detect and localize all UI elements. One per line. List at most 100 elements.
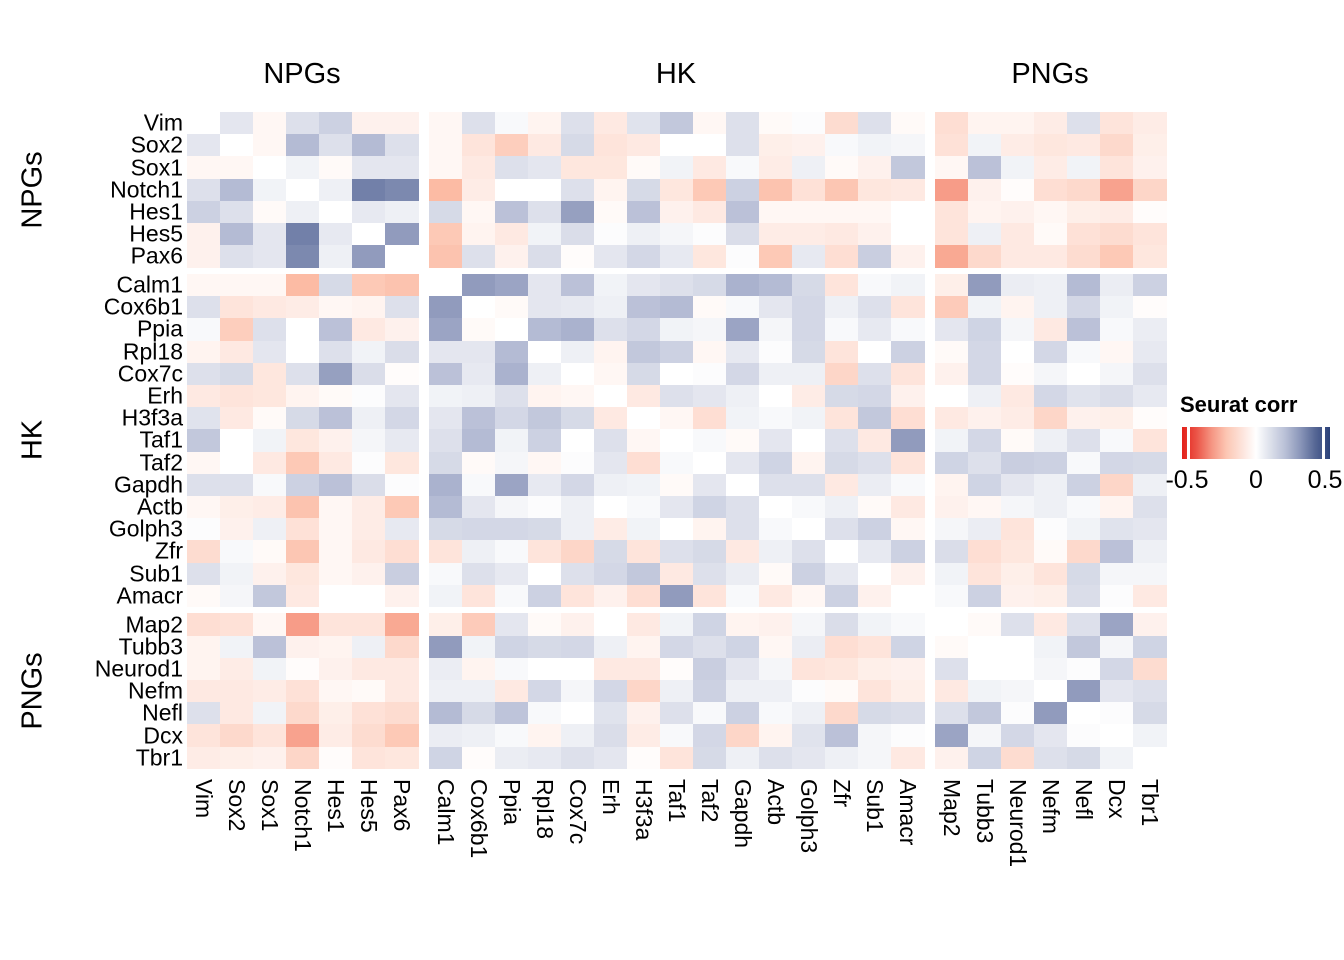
heatmap-cell <box>352 584 386 608</box>
heatmap-cell <box>1133 273 1167 297</box>
heatmap-cell <box>935 657 969 681</box>
heatmap-cell <box>1133 562 1167 586</box>
heatmap-cell <box>495 657 529 681</box>
heatmap-cell <box>385 156 419 180</box>
heatmap-cell <box>462 362 496 386</box>
heatmap-cell <box>462 518 496 541</box>
heatmap-cell <box>1067 657 1101 681</box>
heatmap-cell <box>1001 540 1035 563</box>
heatmap-cell <box>792 296 826 319</box>
heatmap-cell <box>319 223 353 246</box>
heatmap-cell <box>1133 134 1167 157</box>
heatmap-cell <box>220 273 254 297</box>
heatmap-cell <box>253 296 287 319</box>
heatmap-cell <box>627 495 661 519</box>
heatmap-cell <box>385 613 419 637</box>
heatmap-cell <box>627 407 661 430</box>
heatmap-cell <box>726 384 760 408</box>
heatmap-cell <box>429 407 463 430</box>
heatmap-cell <box>759 613 793 637</box>
heatmap-cell <box>286 518 320 541</box>
heatmap-cell <box>220 296 254 319</box>
heatmap-cell <box>495 584 529 608</box>
heatmap-cell <box>253 245 287 268</box>
heatmap-cell <box>594 156 628 180</box>
heatmap-cell <box>693 702 727 725</box>
heatmap-cell <box>1067 495 1101 519</box>
heatmap-cell <box>726 362 760 386</box>
heatmap-cell <box>561 134 595 157</box>
heatmap-cell <box>759 540 793 563</box>
heatmap-cell <box>462 451 496 475</box>
row-label-rpl18: Rpl18 <box>122 338 183 365</box>
heatmap-cell <box>891 273 925 297</box>
heatmap-cell <box>286 223 320 246</box>
heatmap-cell <box>528 134 562 157</box>
heatmap-cell <box>858 200 892 224</box>
heatmap-cell <box>1001 340 1035 364</box>
heatmap-cell <box>385 584 419 608</box>
heatmap-cell <box>726 156 760 180</box>
heatmap-cell <box>1001 362 1035 386</box>
row-label-calm1: Calm1 <box>116 271 183 298</box>
heatmap-cell <box>462 273 496 297</box>
heatmap-cell <box>1133 657 1167 681</box>
heatmap-cell <box>891 340 925 364</box>
heatmap-cell <box>1034 724 1068 748</box>
heatmap-cell <box>792 156 826 180</box>
heatmap-cell <box>627 200 661 224</box>
heatmap-cell <box>968 156 1002 180</box>
heatmap-cell <box>385 495 419 519</box>
heatmap-cell <box>660 112 694 135</box>
heatmap-cell <box>627 245 661 268</box>
legend-tick-high <box>1322 427 1325 459</box>
col-group-header-hk: HK <box>655 58 697 90</box>
heatmap-cell <box>462 112 496 135</box>
heatmap-cell <box>253 495 287 519</box>
heatmap-cell <box>759 657 793 681</box>
heatmap-cell <box>385 680 419 703</box>
heatmap-cell <box>825 340 859 364</box>
heatmap-cell <box>891 746 925 770</box>
col-label-pax6: Pax6 <box>389 779 415 832</box>
heatmap-cell <box>891 296 925 319</box>
heatmap-cell <box>1133 495 1167 519</box>
heatmap-cell <box>429 296 463 319</box>
heatmap-cell <box>385 473 419 497</box>
legend-label-high: 0.5 <box>1307 466 1343 494</box>
heatmap-cell <box>968 178 1002 202</box>
heatmap-cell <box>759 473 793 497</box>
heatmap-cell <box>1001 613 1035 637</box>
heatmap-cell <box>286 746 320 770</box>
heatmap-cell <box>561 273 595 297</box>
heatmap-cell <box>1067 178 1101 202</box>
heatmap-cell <box>891 112 925 135</box>
col-label-sub1: Sub1 <box>862 779 888 833</box>
heatmap-cell <box>858 451 892 475</box>
heatmap-cell <box>693 473 727 497</box>
heatmap-cell <box>528 200 562 224</box>
heatmap-cell <box>627 584 661 608</box>
heatmap-cell <box>935 245 969 268</box>
row-label-ppia: Ppia <box>136 315 183 342</box>
heatmap-cell <box>220 473 254 497</box>
heatmap-cell <box>660 407 694 430</box>
heatmap-cell <box>627 429 661 452</box>
col-label-golph3: Golph3 <box>796 779 822 854</box>
heatmap-cell <box>759 724 793 748</box>
heatmap-cell <box>1001 702 1035 725</box>
heatmap-cell <box>693 584 727 608</box>
heatmap-cell <box>253 635 287 659</box>
heatmap-cell <box>1001 584 1035 608</box>
row-label-gapdh: Gapdh <box>113 471 183 498</box>
heatmap-cell <box>968 584 1002 608</box>
heatmap-cell <box>253 613 287 637</box>
heatmap-cell <box>220 584 254 608</box>
heatmap-cell <box>792 245 826 268</box>
heatmap-cell <box>726 451 760 475</box>
heatmap-cell <box>352 223 386 246</box>
row-label-hes5: Hes5 <box>129 220 183 247</box>
heatmap-cell <box>935 134 969 157</box>
heatmap-cell <box>187 746 221 770</box>
col-label-ppia: Ppia <box>499 779 525 826</box>
